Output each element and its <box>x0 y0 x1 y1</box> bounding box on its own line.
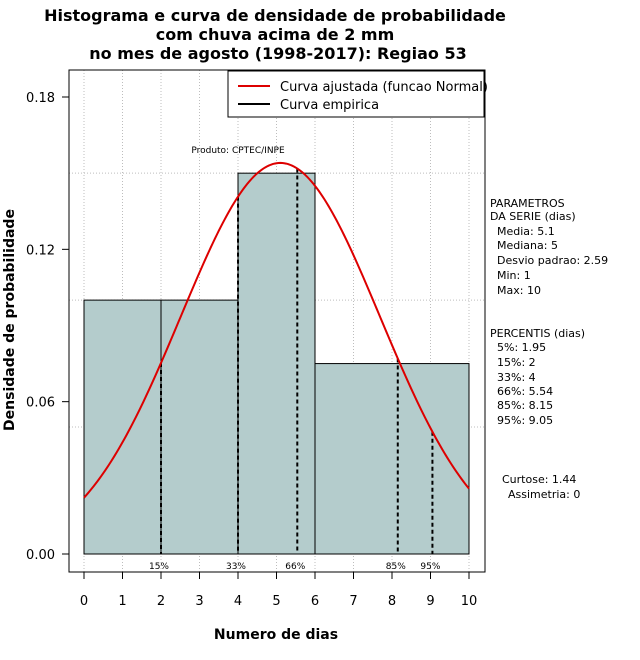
normal-curve <box>83 161 470 499</box>
percentile-label-95%: 95% <box>420 562 440 572</box>
stats-p33: 33%: 4 <box>497 371 536 384</box>
y-tick-label-2: 0.12 <box>26 243 55 258</box>
stats-p95: 95%: 9.05 <box>497 414 553 427</box>
stats-p85: 85%: 8.15 <box>497 399 553 412</box>
stats-p66: 66%: 5.54 <box>497 385 553 398</box>
y-axis-label: Densidade de probabilidade <box>2 209 18 431</box>
stats-shape: Curtose: 1.44 Assimetria: 0 <box>502 473 580 501</box>
x-tick-label-8: 8 <box>388 594 396 609</box>
x-tick-label-7: 7 <box>349 594 357 609</box>
stats-curtose: Curtose: 1.44 <box>502 473 576 486</box>
x-tick-label-1: 1 <box>118 594 126 609</box>
x-tick-label-0: 0 <box>80 594 88 609</box>
chart-title-line-2: com chuva acima de 2 mm <box>156 25 395 44</box>
stats-mediana: Mediana: 5 <box>497 239 558 252</box>
x-axis-label: Numero de dias <box>214 627 338 643</box>
percentile-label-66%: 66% <box>285 562 305 572</box>
x-tick-label-3: 3 <box>195 594 203 609</box>
y-tick-label-1: 0.06 <box>26 396 55 411</box>
legend: Curva ajustada (funcao Normal) Curva emp… <box>227 70 488 118</box>
stats-media: Media: 5.1 <box>497 225 555 238</box>
histogram-bar-3 <box>314 363 470 555</box>
legend-label-empirical: Curva empirica <box>280 98 379 113</box>
percentile-label-85%: 85% <box>386 562 406 572</box>
x-tick-label-6: 6 <box>311 594 319 609</box>
chart-title-line-1: Histograma e curva de densidade de proba… <box>44 6 506 25</box>
percentile-label-33%: 33% <box>226 562 246 572</box>
stats-percentis-title: PERCENTIS (dias) <box>490 327 585 340</box>
legend-box <box>227 70 485 118</box>
stats-percentis: PERCENTIS (dias) 5%: 1.95 15%: 2 33%: 4 … <box>490 327 585 427</box>
histogram-bar-0 <box>83 299 162 555</box>
stats-p5: 5%: 1.95 <box>497 341 546 354</box>
x-tick-label-10: 10 <box>461 594 478 609</box>
stats-p15: 15%: 2 <box>497 356 536 369</box>
legend-label-fitted: Curva ajustada (funcao Normal) <box>280 80 488 95</box>
stats-parametros-title: PARAMETROS <box>490 197 565 210</box>
histogram-bar-2 <box>237 172 316 555</box>
chart-title-line-3: no mes de agosto (1998-2017): Regiao 53 <box>89 44 466 63</box>
stats-max: Max: 10 <box>497 284 541 297</box>
x-tick-label-2: 2 <box>157 594 165 609</box>
y-tick-label-3: 0.18 <box>26 91 55 106</box>
product-annotation: Produto: CPTEC/INPE <box>191 146 285 156</box>
axes: 0 1 2 3 4 5 6 7 8 9 10 0.00 0.06 0.12 0.18 <box>26 91 477 609</box>
percentile-lines: 15% 33% 66% 85% 95% <box>149 168 441 572</box>
histogram-bars <box>83 172 470 555</box>
stats-parametros: PARAMETROS DA SERIE (dias) Media: 5.1 Me… <box>490 197 608 297</box>
stats-min: Min: 1 <box>497 269 531 282</box>
normal-curve-group <box>83 161 470 499</box>
y-tick-label-0: 0.00 <box>26 548 55 563</box>
stats-assimetria: Assimetria: 0 <box>508 488 580 501</box>
x-tick-label-9: 9 <box>426 594 434 609</box>
stats-parametros-subtitle: DA SERIE (dias) <box>490 210 576 223</box>
percentile-label-15%: 15% <box>149 562 169 572</box>
x-tick-label-4: 4 <box>234 594 242 609</box>
stats-desvio: Desvio padrao: 2.59 <box>497 254 608 267</box>
x-tick-label-5: 5 <box>272 594 280 609</box>
